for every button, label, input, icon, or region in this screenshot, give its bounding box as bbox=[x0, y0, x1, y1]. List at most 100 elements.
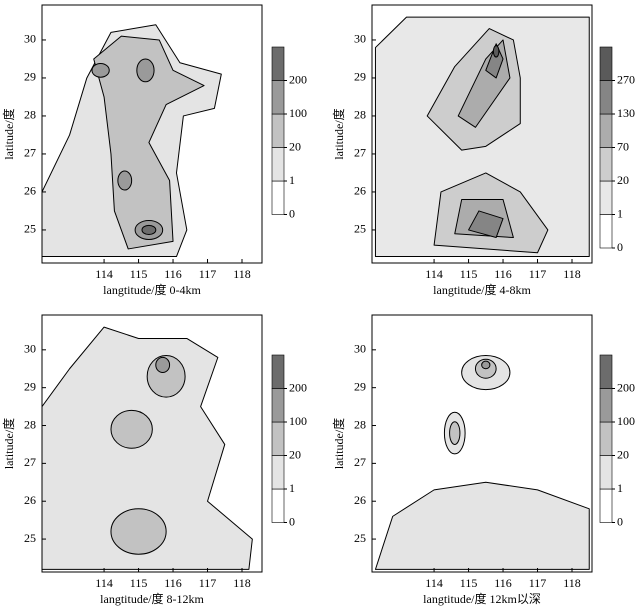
y-tick-label: 25 bbox=[354, 222, 366, 236]
contour-region bbox=[93, 35, 205, 250]
frame bbox=[371, 4, 593, 264]
x-tick-label: 114 bbox=[425, 576, 443, 590]
x-axis-label: langtitude/度 12km以深 bbox=[423, 591, 541, 606]
colorbar-tick-label: 0 bbox=[289, 206, 295, 220]
panel: 114 115 116 117 118 25 26 27 28 29 30 langtitude/度 … bbox=[1, 314, 307, 606]
x-tick-label: 116 bbox=[164, 576, 182, 590]
x-tick-label: 116 bbox=[494, 576, 512, 590]
colorbar-swatch bbox=[599, 455, 613, 490]
plot-area bbox=[372, 315, 592, 572]
x-tick-label: 118 bbox=[563, 267, 581, 281]
y-tick-label: 26 bbox=[354, 493, 366, 507]
colorbar-swatch bbox=[599, 113, 613, 148]
colorbar-swatch bbox=[271, 488, 285, 523]
colorbar-swatch bbox=[599, 46, 613, 81]
colorbar-swatch bbox=[271, 388, 285, 423]
y-axis-label: latitude/度 bbox=[1, 108, 16, 159]
contour-region bbox=[141, 224, 157, 236]
colorbar-tick-label: 200 bbox=[289, 72, 307, 86]
contour-region bbox=[481, 360, 491, 370]
colorbar-swatch bbox=[271, 80, 285, 115]
x-tick-label: 117 bbox=[529, 267, 547, 281]
colorbar-tick-label: 1 bbox=[617, 206, 623, 220]
y-axis-label: latitude/度 bbox=[1, 418, 16, 469]
y-axis-label: latitude/度 bbox=[331, 108, 346, 159]
colorbar-swatch bbox=[599, 421, 613, 456]
contour-region bbox=[155, 356, 171, 374]
colorbar-swatch bbox=[599, 488, 613, 523]
frame bbox=[371, 314, 593, 573]
y-tick-label: 26 bbox=[354, 184, 366, 198]
colorbar-swatch bbox=[599, 147, 613, 182]
colorbar-tick-label: 20 bbox=[289, 447, 301, 461]
y-tick-label: 26 bbox=[24, 184, 36, 198]
y-tick-label: 30 bbox=[24, 32, 36, 46]
x-tick-label: 116 bbox=[164, 267, 182, 281]
contour-region bbox=[374, 481, 590, 570]
x-tick-label: 115 bbox=[130, 267, 148, 281]
contour-region bbox=[117, 170, 133, 191]
frame bbox=[41, 4, 263, 264]
x-tick-label: 114 bbox=[95, 576, 113, 590]
y-tick-label: 25 bbox=[24, 531, 36, 545]
x-tick-label: 114 bbox=[95, 267, 113, 281]
contour-region bbox=[492, 45, 500, 58]
x-axis-label: langtitude/度 4-8km bbox=[433, 282, 531, 297]
colorbar-swatch bbox=[271, 113, 285, 148]
contour-region bbox=[468, 210, 504, 239]
x-tick-label: 115 bbox=[460, 576, 478, 590]
y-tick-label: 26 bbox=[24, 493, 36, 507]
y-tick-label: 30 bbox=[354, 32, 366, 46]
contour-region bbox=[136, 58, 155, 83]
y-tick-label: 27 bbox=[354, 455, 366, 469]
contour-region bbox=[110, 508, 167, 555]
y-tick-label: 29 bbox=[24, 379, 36, 393]
colorbar-tick-label: 1 bbox=[289, 173, 295, 187]
colorbar-tick-label: 20 bbox=[617, 173, 629, 187]
plot-area bbox=[372, 5, 592, 263]
x-tick-label: 115 bbox=[130, 576, 148, 590]
y-tick-label: 27 bbox=[24, 146, 36, 160]
colorbar-swatch bbox=[271, 147, 285, 182]
y-tick-label: 28 bbox=[354, 417, 366, 431]
x-tick-label: 114 bbox=[425, 267, 443, 281]
x-tick-label: 115 bbox=[460, 267, 478, 281]
colorbar-tick-label: 100 bbox=[289, 106, 307, 120]
x-tick-label: 118 bbox=[233, 576, 251, 590]
x-tick-label: 118 bbox=[233, 267, 251, 281]
x-tick-label: 117 bbox=[199, 267, 217, 281]
colorbar-swatch bbox=[599, 388, 613, 423]
y-tick-label: 27 bbox=[354, 146, 366, 160]
panel: 114 115 116 117 118 25 26 27 28 29 30 langtitude/度 … bbox=[331, 4, 635, 297]
colorbar-tick-label: 200 bbox=[289, 380, 307, 394]
colorbar-tick-label: 70 bbox=[617, 139, 629, 153]
colorbar-tick-label: 1 bbox=[289, 481, 295, 495]
colorbar-swatch bbox=[599, 354, 613, 389]
x-axis-label: langtitude/度 0-4km bbox=[103, 282, 201, 297]
colorbar-swatch bbox=[271, 354, 285, 389]
contour-region bbox=[91, 63, 110, 78]
colorbar-swatch bbox=[599, 180, 613, 215]
contour-region bbox=[42, 326, 253, 570]
colorbar-tick-label: 200 bbox=[617, 380, 635, 394]
colorbar-tick-label: 100 bbox=[617, 414, 635, 428]
x-tick-label: 116 bbox=[494, 267, 512, 281]
y-tick-label: 30 bbox=[24, 342, 36, 356]
y-tick-label: 28 bbox=[354, 108, 366, 122]
colorbar-swatch bbox=[599, 80, 613, 115]
colorbar-tick-label: 0 bbox=[289, 514, 295, 528]
y-tick-label: 27 bbox=[24, 455, 36, 469]
y-tick-label: 25 bbox=[354, 531, 366, 545]
colorbar-swatch bbox=[599, 214, 613, 249]
colorbar-tick-label: 20 bbox=[617, 447, 629, 461]
colorbar-swatch bbox=[271, 180, 285, 215]
y-tick-label: 28 bbox=[24, 417, 36, 431]
y-tick-label: 29 bbox=[354, 379, 366, 393]
x-tick-label: 117 bbox=[529, 576, 547, 590]
x-axis-label: langtitude/度 8-12km bbox=[100, 591, 204, 606]
y-tick-label: 28 bbox=[24, 108, 36, 122]
plot-area bbox=[42, 315, 262, 572]
colorbar-swatch bbox=[271, 421, 285, 456]
colorbar-tick-label: 100 bbox=[289, 414, 307, 428]
